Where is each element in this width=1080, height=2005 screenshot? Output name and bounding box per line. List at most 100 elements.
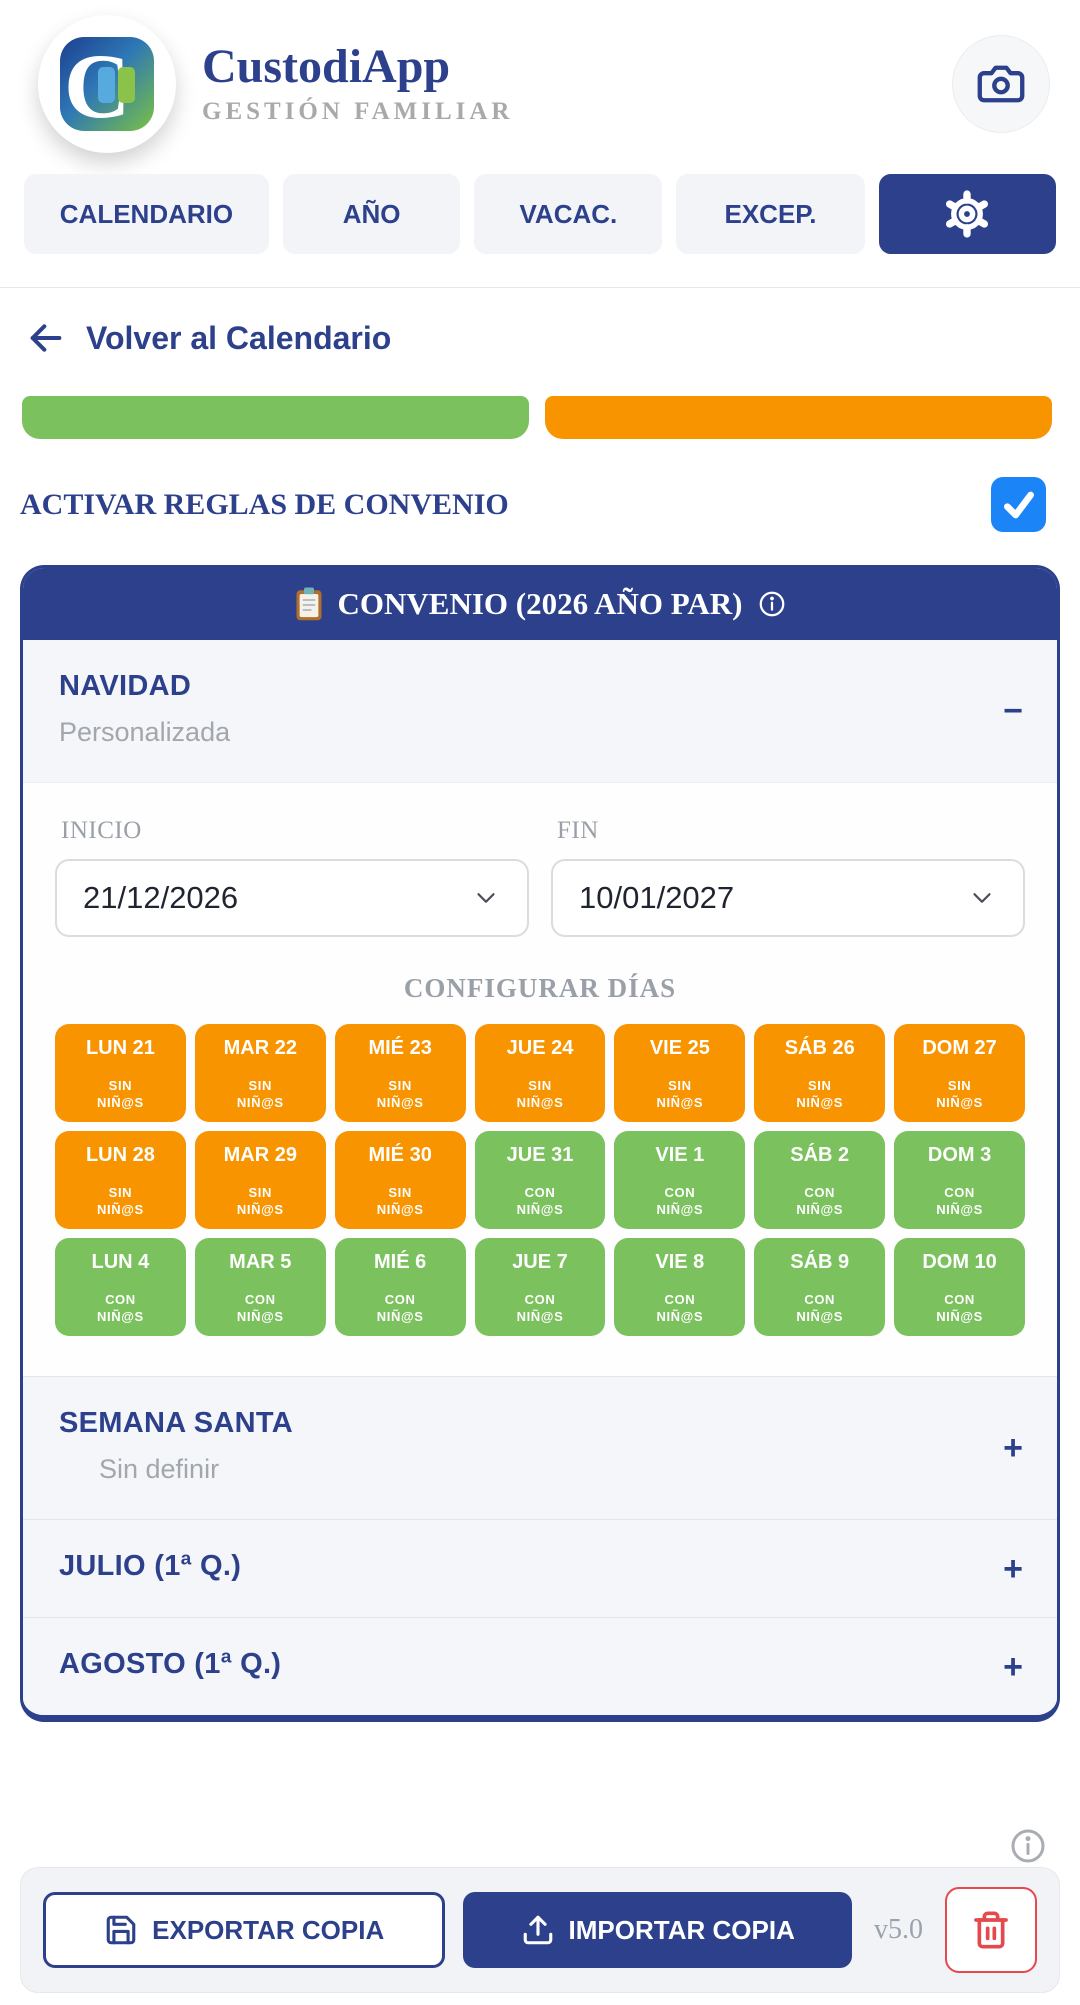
convenio-title: CONVENIO (2026 AÑO PAR) xyxy=(337,586,743,621)
export-copy-button[interactable]: EXPORTAR COPIA xyxy=(43,1892,446,1968)
gear-icon xyxy=(946,190,989,238)
day-cell-mar-22[interactable]: MAR 22 SIN NIÑ@S xyxy=(194,1024,326,1122)
version-label: v5.0 xyxy=(874,1914,923,1945)
day-cell-mié-30[interactable]: MIÉ 30 SIN NIÑ@S xyxy=(334,1131,466,1229)
section-semana-santa-title: SEMANA SANTA xyxy=(59,1407,293,1439)
section-julio-title: JULIO (1ª Q.) xyxy=(59,1550,242,1582)
tab-settings[interactable] xyxy=(878,174,1057,254)
inicio-label: INICIO xyxy=(61,817,142,844)
day-cell-label: JUE 31 xyxy=(506,1144,574,1166)
trash-icon xyxy=(974,1911,1008,1949)
tab-vacac[interactable]: VACAC. xyxy=(474,174,663,254)
day-cell-dom-3[interactable]: DOM 3 CON NIÑ@S xyxy=(894,1131,1025,1229)
day-cell-lun-21[interactable]: LUN 21 SIN NIÑ@S xyxy=(55,1024,186,1122)
day-cell-label: LUN 21 xyxy=(85,1037,155,1059)
day-cell-dom-10[interactable]: DOM 10 CON NIÑ@S xyxy=(894,1238,1025,1336)
arrow-left-icon xyxy=(30,324,62,352)
day-cell-status: CON NIÑ@S xyxy=(97,1292,144,1325)
configurar-dias-label: CONFIGURAR DÍAS xyxy=(403,973,677,1003)
tab-ano[interactable]: AÑO xyxy=(282,174,461,254)
import-copy-button[interactable]: IMPORTAR COPIA xyxy=(463,1892,852,1968)
day-cell-label: MAR 22 xyxy=(223,1037,297,1059)
day-cell-status: SIN NIÑ@S xyxy=(97,1078,144,1111)
section-agosto[interactable]: AGOSTO (1ª Q.) + xyxy=(23,1617,1057,1715)
configurar-dias-grid: LUN 21 SIN NIÑ@S MAR 22 SIN NIÑ@S MIÉ 23 SIN NIÑ… xyxy=(55,1024,1025,1336)
day-cell-mar-5[interactable]: MAR 5 CON NIÑ@S xyxy=(194,1238,326,1336)
day-cell-status: SIN NIÑ@S xyxy=(656,1078,704,1111)
check-icon xyxy=(1003,491,1034,518)
day-cell-status: SIN NIÑ@S xyxy=(97,1185,144,1218)
day-cell-vie-25[interactable]: VIE 25 SIN NIÑ@S xyxy=(614,1024,746,1122)
app-header: C CustodiApp GESTIÓN FAMILIAR xyxy=(0,0,1080,158)
day-cell-label: LUN 28 xyxy=(85,1144,155,1166)
day-cell-label: MAR 5 xyxy=(229,1251,292,1273)
day-cell-mar-29[interactable]: MAR 29 SIN NIÑ@S xyxy=(194,1131,326,1229)
day-cell-jue-7[interactable]: JUE 7 CON NIÑ@S xyxy=(474,1238,606,1336)
day-cell-label: VIE 8 xyxy=(655,1251,705,1273)
day-cell-vie-8[interactable]: VIE 8 CON NIÑ@S xyxy=(614,1238,746,1336)
section-semana-santa[interactable]: SEMANA SANTA Sin definir + xyxy=(23,1376,1057,1519)
convenio-card: CONVENIO (2026 AÑO PAR) NAVIDAD Personal… xyxy=(20,565,1060,1722)
section-julio[interactable]: JULIO (1ª Q.) + xyxy=(23,1519,1057,1617)
camera-button[interactable] xyxy=(952,35,1050,133)
expand-plus-icon[interactable]: + xyxy=(1003,1429,1023,1467)
expand-plus-icon[interactable]: + xyxy=(1003,1549,1023,1588)
day-cell-status: SIN NIÑ@S xyxy=(236,1185,284,1218)
section-semana-santa-subtitle: Sin definir xyxy=(99,1454,220,1484)
day-cell-label: MIÉ 23 xyxy=(368,1037,432,1059)
inicio-value: 21/12/2026 xyxy=(83,880,239,915)
save-icon xyxy=(106,1915,136,1945)
day-cell-status: CON NIÑ@S xyxy=(936,1292,983,1325)
day-cell-status: SIN NIÑ@S xyxy=(516,1078,564,1111)
day-cell-sáb-26[interactable]: SÁB 26 SIN NIÑ@S xyxy=(754,1024,886,1122)
section-navidad-header[interactable]: NAVIDAD Personalizada − xyxy=(23,640,1057,782)
day-cell-status: CON NIÑ@S xyxy=(796,1292,844,1325)
day-cell-status: SIN NIÑ@S xyxy=(236,1078,284,1111)
day-cell-mié-6[interactable]: MIÉ 6 CON NIÑ@S xyxy=(334,1238,466,1336)
footer-toolbar: EXPORTAR COPIA IMPORTAR COPIA v5.0 xyxy=(20,1867,1060,1993)
clipboard-icon xyxy=(296,587,321,621)
fin-label: FIN xyxy=(557,817,599,844)
day-cell-label: VIE 1 xyxy=(655,1144,705,1166)
footer-info-icon[interactable] xyxy=(1008,1826,1048,1866)
day-cell-lun-4[interactable]: LUN 4 CON NIÑ@S xyxy=(55,1238,186,1336)
day-cell-status: CON NIÑ@S xyxy=(656,1185,704,1218)
navidad-config-panel: INICIO 21/12/2026 FIN 10/01/2027 CO xyxy=(23,782,1057,1376)
main-tabs: CALENDARIO AÑO VACAC. EXCEP. xyxy=(24,174,1057,254)
tab-calendario[interactable]: CALENDARIO xyxy=(24,174,269,254)
header-divider xyxy=(0,287,1080,288)
day-cell-lun-28[interactable]: LUN 28 SIN NIÑ@S xyxy=(55,1131,186,1229)
delete-button[interactable] xyxy=(945,1887,1037,1973)
day-cell-label: SÁB 26 xyxy=(784,1037,855,1059)
day-cell-sáb-2[interactable]: SÁB 2 CON NIÑ@S xyxy=(754,1131,886,1229)
legend-bar-green xyxy=(22,396,529,439)
section-navidad-title: NAVIDAD xyxy=(59,670,192,702)
day-cell-status: SIN NIÑ@S xyxy=(376,1078,424,1111)
collapse-minus-icon[interactable]: − xyxy=(1003,692,1023,730)
legend-bars xyxy=(22,396,1052,439)
expand-plus-icon[interactable]: + xyxy=(1003,1647,1023,1686)
back-to-calendar-link[interactable]: Volver al Calendario xyxy=(26,318,1080,358)
day-cell-jue-24[interactable]: JUE 24 SIN NIÑ@S xyxy=(474,1024,606,1122)
day-cell-vie-1[interactable]: VIE 1 CON NIÑ@S xyxy=(614,1131,746,1229)
fin-select[interactable]: 10/01/2027 xyxy=(551,859,1025,937)
inicio-select[interactable]: 21/12/2026 xyxy=(55,859,529,937)
app-subtitle: GESTIÓN FAMILIAR xyxy=(202,98,514,126)
back-label: Volver al Calendario xyxy=(86,319,392,356)
day-cell-label: MIÉ 30 xyxy=(368,1144,432,1166)
day-cell-jue-31[interactable]: JUE 31 CON NIÑ@S xyxy=(474,1131,606,1229)
tab-excep[interactable]: EXCEP. xyxy=(676,174,865,254)
day-cell-status: SIN NIÑ@S xyxy=(796,1078,844,1111)
app-logo: C xyxy=(38,15,176,153)
day-cell-sáb-9[interactable]: SÁB 9 CON NIÑ@S xyxy=(754,1238,886,1336)
day-cell-label: MAR 29 xyxy=(223,1144,297,1166)
day-cell-label: DOM 10 xyxy=(922,1251,997,1273)
day-cell-dom-27[interactable]: DOM 27 SIN NIÑ@S xyxy=(894,1024,1025,1122)
convenio-card-header: CONVENIO (2026 AÑO PAR) xyxy=(23,568,1057,640)
day-cell-label: JUE 7 xyxy=(512,1251,568,1273)
day-cell-status: CON NIÑ@S xyxy=(796,1185,844,1218)
convenio-rules-checkbox[interactable] xyxy=(991,477,1046,532)
chevron-down-icon xyxy=(973,893,991,903)
day-cell-mié-23[interactable]: MIÉ 23 SIN NIÑ@S xyxy=(334,1024,466,1122)
info-icon[interactable] xyxy=(757,589,787,619)
